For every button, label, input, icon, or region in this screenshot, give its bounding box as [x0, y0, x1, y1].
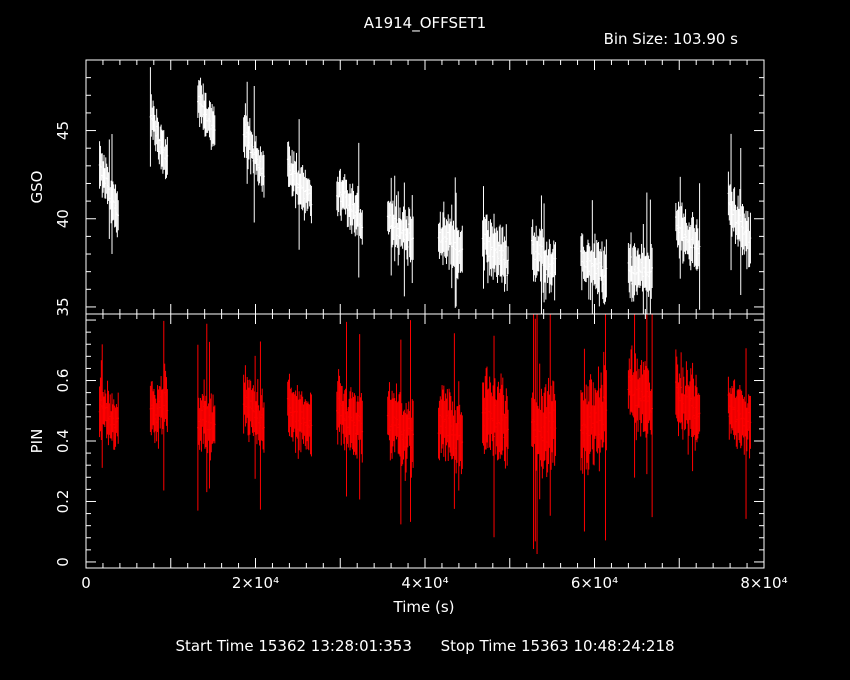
- gso-series: [98, 67, 752, 314]
- xtick-label: 2×10⁴: [232, 574, 279, 592]
- gso-axis-label: GSO: [28, 171, 46, 204]
- pin-axis-label: PIN: [28, 429, 46, 454]
- chart-title: A1914_OFFSET1: [363, 14, 487, 32]
- pin-ytick-label: 0.2: [54, 490, 72, 514]
- gso-ytick-label: 40: [54, 209, 72, 228]
- axis-labels: 35 40 45 GSO 0 0.2 0.4 0.6 PIN 0 2×10⁴ 4×10⁴ 6×10⁴ 8×…: [28, 121, 788, 616]
- pin-series: [98, 314, 752, 555]
- pin-ytick-label: 0.4: [54, 429, 72, 453]
- start-time: Start Time 15362 13:28:01:353: [175, 637, 412, 655]
- stop-time: Stop Time 15363 10:48:24:218: [440, 637, 675, 655]
- gso-panel-frame: [85, 59, 765, 315]
- pin-ytick-label: 0.6: [54, 369, 72, 393]
- xtick-label: 4×10⁴: [401, 574, 448, 592]
- x-axis-label: Time (s): [393, 598, 455, 616]
- axis-ticks: [85, 59, 765, 568]
- xtick-label: 6×10⁴: [571, 574, 618, 592]
- bin-size-label: Bin Size: 103.90 s: [603, 30, 738, 48]
- xtick-label: 0: [81, 574, 91, 592]
- pin-panel-frame: [85, 313, 765, 569]
- xtick-label: 8×10⁴: [740, 574, 787, 592]
- pin-ytick-label: 0: [54, 557, 72, 567]
- gso-ytick-label: 45: [54, 121, 72, 140]
- time-range-footer: Start Time 15362 13:28:01:353 Stop Time …: [0, 637, 850, 655]
- gso-ytick-label: 35: [54, 297, 72, 316]
